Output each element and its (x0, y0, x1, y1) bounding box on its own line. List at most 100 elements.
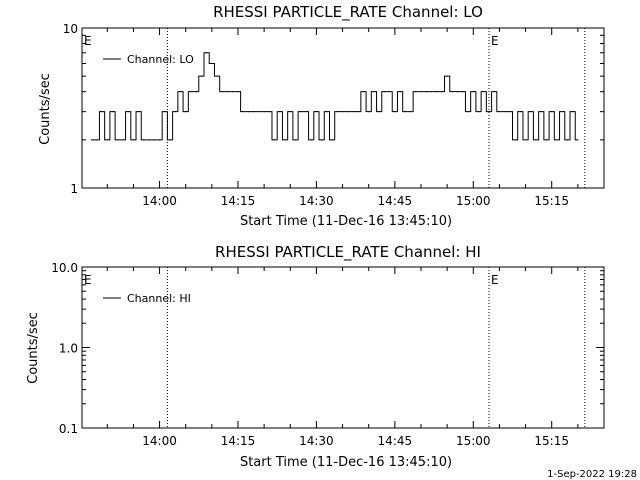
data-point (383, 91, 385, 93)
data-point (310, 139, 312, 141)
data-point (483, 91, 485, 93)
x-tick-label: 15:15 (534, 434, 569, 448)
plot-area: 14:00 14:15 14:30 14:45 15:00 15:15 1 10 E E Chann… (63, 22, 605, 208)
data-point (143, 139, 145, 141)
y-tick-label: 10 (63, 22, 78, 36)
data-point (368, 111, 370, 113)
data-point (572, 111, 574, 113)
data-point (138, 111, 140, 113)
data-point (101, 111, 103, 113)
data-point (462, 91, 464, 93)
y-axis-label: Counts/sec (26, 312, 41, 384)
event-marker-label: E (84, 34, 92, 48)
legend-label: Channel: HI (127, 292, 191, 305)
data-point (263, 111, 265, 113)
data-point (279, 111, 281, 113)
x-tick-label: 14:45 (378, 194, 413, 208)
data-point (258, 111, 260, 113)
y-tick-label: 1 (70, 182, 78, 196)
data-point (373, 91, 375, 93)
x-tick-label: 15:15 (534, 194, 569, 208)
data-point (451, 91, 453, 93)
data-point (153, 139, 155, 141)
data-point (247, 111, 250, 113)
data-point (561, 111, 563, 113)
data-point (524, 139, 527, 141)
x-tick-label: 14:15 (221, 194, 256, 208)
data-point (456, 91, 459, 93)
data-point (394, 111, 396, 113)
data-point (326, 111, 328, 113)
data-point (389, 91, 391, 93)
data-point (399, 91, 401, 93)
data-point (551, 111, 553, 113)
data-point (169, 139, 171, 141)
data-point (305, 111, 307, 113)
data-point (232, 91, 234, 93)
panel-lo: RHESSI PARTICLE_RATE Channel: LO Start T… (38, 3, 605, 229)
x-tick-label: 14:30 (299, 434, 334, 448)
data-point (132, 139, 135, 141)
data-point (90, 139, 93, 141)
data-point (106, 139, 108, 141)
data-point (195, 91, 197, 93)
data-point (472, 91, 474, 93)
data-point (122, 139, 124, 141)
data-point (96, 139, 98, 141)
panel-hi: RHESSI PARTICLE_RATE Channel: HI Start T… (26, 243, 605, 470)
x-tick-label: 15:00 (456, 434, 491, 448)
data-point (321, 139, 323, 141)
data-point (273, 139, 276, 141)
data-point (498, 111, 501, 113)
series-line (91, 52, 578, 141)
data-point (216, 75, 218, 77)
data-point (242, 111, 244, 113)
data-point (300, 111, 302, 113)
chart-title: RHESSI PARTICLE_RATE Channel: HI (215, 243, 481, 262)
data-point (289, 111, 291, 113)
data-point (436, 91, 438, 93)
plot-area: 14:00 14:15 14:30 14:45 15:00 15:15 0.1 1.0 10.0… (51, 261, 605, 448)
footer-timestamp: 1-Sep-2022 19:28 (547, 469, 637, 480)
data-point (430, 91, 433, 93)
x-tick-label: 14:00 (142, 434, 177, 448)
data-point (148, 139, 150, 141)
data-point (409, 111, 412, 113)
legend-label: Channel: LO (127, 53, 194, 66)
data-point (211, 62, 213, 65)
data-point (545, 139, 548, 141)
data-point (336, 111, 338, 113)
data-point (493, 91, 495, 93)
y-tick-label: 1.0 (59, 342, 78, 356)
event-marker-label: E (491, 34, 499, 48)
data-point (566, 139, 568, 141)
y-axis-label: Counts/sec (38, 73, 53, 145)
data-point (179, 91, 182, 93)
data-point (127, 111, 129, 113)
data-point (200, 75, 202, 77)
data-point (357, 111, 359, 113)
data-point (221, 91, 223, 93)
data-point (446, 75, 448, 77)
x-tick-label: 14:30 (299, 194, 334, 208)
data-point (415, 91, 417, 93)
data-point (158, 139, 161, 141)
data-point (294, 139, 297, 141)
data-point (441, 91, 443, 93)
x-tick-label: 14:45 (378, 434, 413, 448)
data-point (284, 139, 286, 141)
data-point (226, 91, 229, 93)
event-marker-label: E (84, 273, 92, 287)
plot-frame (81, 27, 605, 189)
data-point (164, 111, 166, 113)
data-point (352, 111, 354, 113)
data-point (530, 111, 532, 113)
y-tick-label: 0.1 (59, 422, 78, 436)
data-point (404, 111, 406, 113)
data-point (185, 111, 187, 113)
data-point (117, 139, 119, 141)
data-point (378, 111, 380, 113)
data-point (268, 111, 270, 113)
data-point (519, 111, 521, 113)
